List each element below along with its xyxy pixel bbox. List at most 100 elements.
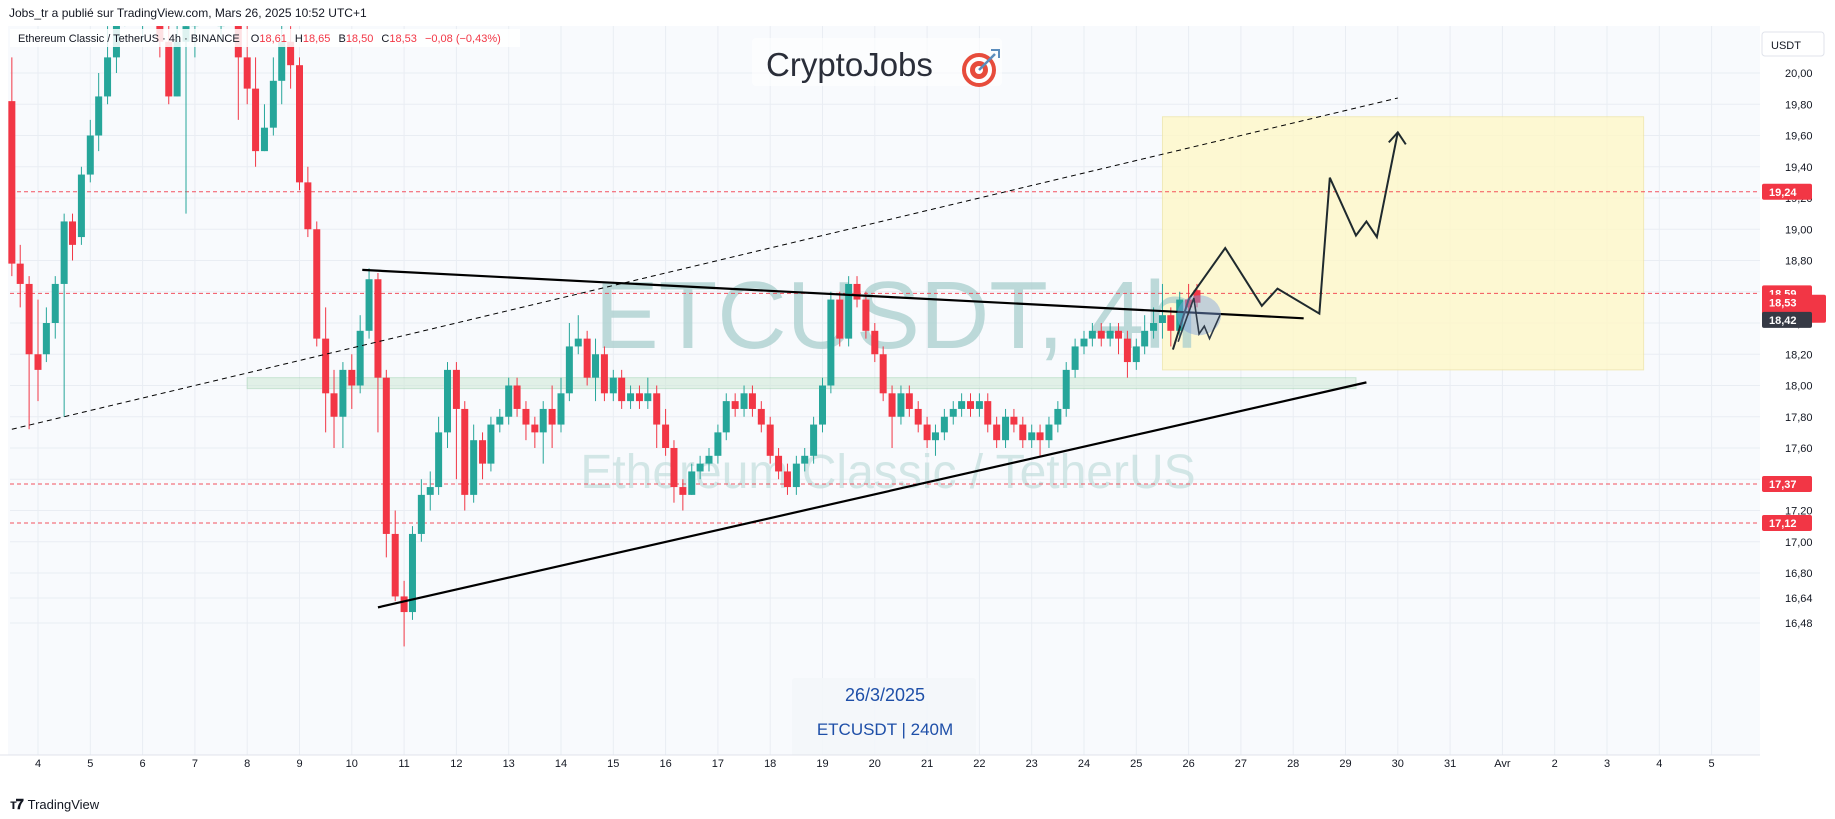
- time-axis[interactable]: 4 5 6 7 8 9 10 11 12 13 14 15 16 17 18 19 20 21 22 23 24 25 26…: [0, 754, 1760, 787]
- price-chart[interactable]: ETCUSDT, 4h Ethereum Classic / TetherUS …: [0, 26, 1835, 787]
- projection-path: [1171, 132, 1399, 350]
- candle-body: [1002, 416, 1010, 441]
- time-tick-label: Avr: [1494, 758, 1511, 770]
- candle-body: [1176, 299, 1184, 331]
- time-tick-label: 20: [869, 758, 881, 770]
- time-tick-label: 19: [816, 758, 828, 770]
- tradingview-icon: ᴛ𝟕: [10, 796, 24, 812]
- currency-label: USDT: [1771, 40, 1801, 52]
- candle-body: [714, 432, 722, 456]
- price-tick-label: 17,60: [1785, 443, 1813, 455]
- time-tick-label: 4: [35, 758, 41, 770]
- candle-body: [1158, 315, 1166, 323]
- candle-body: [25, 283, 33, 355]
- candle-body: [1123, 338, 1131, 363]
- candle-body: [417, 494, 425, 534]
- candle-body: [722, 401, 730, 433]
- time-tick-label: 14: [555, 758, 567, 770]
- candle-body: [296, 65, 303, 183]
- candle-body: [313, 229, 321, 339]
- time-tick-label: 12: [450, 758, 462, 770]
- candle-body: [740, 393, 748, 409]
- candle-body: [810, 424, 818, 456]
- candle-body: [77, 174, 85, 238]
- candle-body: [391, 533, 399, 597]
- legend-c-value: 18,53: [389, 33, 417, 45]
- support-band: [246, 377, 1357, 390]
- tradingview-logo[interactable]: ᴛ𝟕 TradingView: [10, 796, 99, 813]
- time-tick-label: 10: [346, 758, 358, 770]
- candle-body: [1167, 315, 1175, 331]
- candle-body: [897, 393, 905, 417]
- time-tick-label: 31: [1444, 758, 1456, 770]
- legend-b-value: 18,50: [346, 33, 374, 45]
- legend-o-value: 18,61: [259, 33, 287, 45]
- candle-body: [42, 323, 50, 355]
- level-price-tag: [1762, 515, 1812, 531]
- price-tick-label: 17,80: [1785, 412, 1813, 424]
- candle-body: [914, 408, 922, 425]
- candle-body: [461, 408, 469, 495]
- time-tick-label: 17: [712, 758, 724, 770]
- candle-body: [688, 471, 696, 495]
- candle-body: [1193, 290, 1201, 303]
- candle-body: [1088, 330, 1096, 339]
- candle-body: [1010, 416, 1018, 425]
- candle-body: [243, 57, 251, 89]
- time-tick-label: 3: [1604, 758, 1610, 770]
- brand-logo: CryptoJobs: [752, 38, 1002, 87]
- projection-bubble: [1177, 295, 1222, 336]
- currency-button[interactable]: USDT: [1761, 31, 1825, 57]
- candle-body: [1132, 346, 1140, 363]
- time-tick-label: 13: [503, 758, 515, 770]
- target-icon: [962, 49, 1000, 87]
- publisher-header: Jobs_tr a publié sur TradingView.com, Ma…: [0, 0, 1835, 26]
- candle-body: [522, 408, 530, 425]
- candle-body: [931, 432, 939, 441]
- candle-body: [51, 283, 59, 323]
- candle-body: [322, 338, 330, 394]
- candle-body: [705, 455, 713, 464]
- candle-body: [365, 279, 373, 331]
- legend-o-label: O: [251, 33, 260, 45]
- candle-body: [1141, 330, 1149, 347]
- candlestick-series: [8, 26, 1201, 647]
- price-axis-bg: [1760, 26, 1835, 787]
- candle-body: [173, 41, 181, 97]
- price-tick-label: 18,80: [1785, 256, 1813, 268]
- candle-body: [1054, 408, 1062, 425]
- candle-body: [600, 354, 608, 394]
- time-tick-label: 8: [244, 758, 250, 770]
- candle-body: [487, 424, 495, 464]
- time-axis-bg: [0, 755, 1760, 787]
- candle-body: [653, 393, 661, 425]
- candle-body: [879, 354, 887, 394]
- candle-body: [287, 41, 295, 66]
- candle-body: [1080, 338, 1088, 347]
- price-tick-label: 17,20: [1785, 506, 1813, 518]
- candle-body: [1185, 299, 1193, 308]
- candle-body: [993, 424, 1001, 441]
- candle-body: [783, 471, 791, 488]
- price-tick-label: 19,00: [1785, 224, 1813, 236]
- candle-body: [949, 408, 957, 417]
- candle-body: [627, 393, 635, 402]
- legend-h-value: 18,65: [303, 33, 331, 45]
- candle-body: [16, 263, 24, 284]
- upper-trendline: [362, 268, 1304, 320]
- price-tick-label: 19,80: [1785, 99, 1813, 111]
- candle-body: [104, 57, 112, 97]
- legend-c-label: C: [381, 33, 389, 45]
- footer: ᴛ𝟕 TradingView: [0, 787, 1835, 819]
- price-axis[interactable]: 16,4816,6416,8017,0017,2017,4017,6017,80…: [1760, 26, 1835, 787]
- candle-body: [435, 432, 443, 488]
- candle-body: [252, 88, 260, 152]
- candle-body: [278, 41, 286, 81]
- time-tick-label: 22: [973, 758, 985, 770]
- candle-body: [801, 455, 809, 464]
- price-tick-label: 16,48: [1785, 618, 1813, 630]
- time-tick-label: 25: [1130, 758, 1142, 770]
- candle-body: [330, 393, 338, 417]
- candle-body: [565, 346, 573, 394]
- candle-body: [975, 401, 983, 409]
